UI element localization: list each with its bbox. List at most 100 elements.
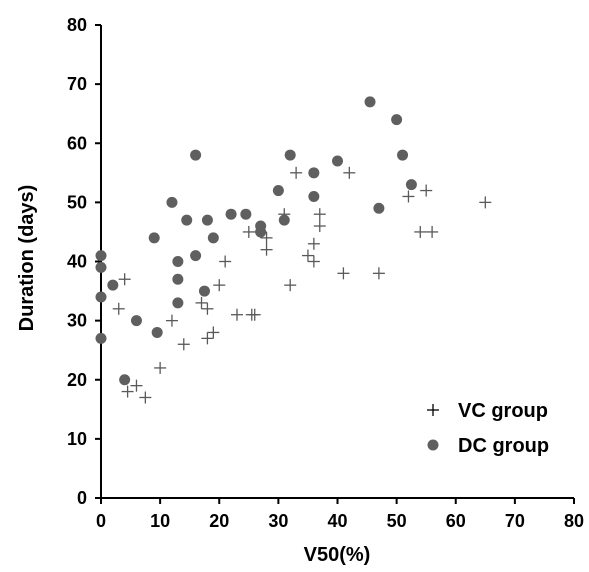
vc-point [219, 255, 232, 268]
y-tick-label: 70 [67, 74, 87, 94]
vc-point [130, 379, 143, 392]
dc-point [225, 208, 237, 220]
y-tick-label: 50 [67, 192, 87, 212]
y-tick-label: 60 [67, 133, 87, 153]
dc-point [181, 214, 193, 226]
dc-point [240, 208, 252, 220]
dc-point [190, 250, 202, 262]
x-axis-label: V50(%) [304, 544, 371, 566]
dc-point [255, 226, 267, 238]
vc-point [154, 361, 167, 374]
vc-point [426, 225, 439, 238]
dc-point [201, 214, 213, 226]
vc-point [201, 332, 214, 345]
vc-point [230, 308, 243, 321]
x-tick-label: 20 [209, 511, 229, 531]
legend-label-vc: VC group [458, 400, 548, 422]
y-tick-label: 0 [77, 488, 87, 508]
y-tick-label: 10 [67, 429, 87, 449]
vc-point [307, 255, 320, 268]
vc-point [213, 279, 226, 292]
vc-point [195, 296, 208, 309]
vc-point [307, 237, 320, 250]
y-tick-label: 20 [67, 370, 87, 390]
dc-point [95, 261, 107, 273]
dc-point [172, 256, 184, 267]
vc-point [313, 220, 326, 233]
legend: VC group DC group [427, 400, 549, 457]
dc-point [95, 250, 107, 262]
y-tick-label: 80 [67, 15, 87, 35]
dc-point [130, 315, 142, 327]
legend-circle-marker [427, 439, 439, 451]
x-tick-label: 30 [268, 511, 288, 531]
legend-label-dc: DC group [458, 435, 549, 457]
vc-point [284, 279, 297, 292]
dc-point [405, 179, 417, 191]
dc-point [119, 374, 131, 386]
y-tick-label: 40 [67, 252, 87, 272]
dc-point [172, 297, 184, 309]
y-axis-label: Duration (days) [16, 185, 38, 332]
vc-point [343, 166, 356, 179]
dc-point [373, 202, 385, 214]
x-tick-label: 0 [96, 511, 106, 531]
dc-point [207, 232, 219, 244]
vc-point [165, 314, 178, 327]
dc-point [278, 214, 290, 226]
x-tick-label: 60 [446, 511, 466, 531]
dc-point [308, 167, 320, 179]
vc-point [313, 208, 326, 221]
dc-series [95, 96, 417, 386]
vc-point [301, 249, 314, 262]
dc-point [95, 332, 107, 344]
dc-point [364, 96, 376, 108]
vc-point [118, 273, 131, 286]
vc-point [207, 326, 220, 339]
vc-point [112, 302, 125, 315]
legend-marker-dc [427, 439, 439, 451]
x-tick-label: 40 [327, 511, 347, 531]
y-tick-label: 30 [67, 311, 87, 331]
legend-marker-vc [427, 404, 439, 416]
dc-point [166, 196, 178, 208]
x-tick-label: 10 [150, 511, 170, 531]
vc-point [260, 231, 273, 244]
vc-point [414, 225, 427, 238]
vc-point [201, 302, 214, 315]
dc-point [95, 291, 107, 303]
vc-point [248, 308, 261, 321]
dc-point [151, 326, 163, 338]
data-points [95, 96, 492, 404]
dc-point [272, 185, 284, 197]
dc-point [397, 149, 409, 161]
vc-point [479, 196, 492, 209]
dc-point [198, 285, 210, 297]
x-tick-label: 50 [387, 511, 407, 531]
vc-point [177, 338, 190, 351]
vc-point [337, 267, 350, 280]
x-tick-label: 80 [564, 511, 584, 531]
dc-point [148, 232, 160, 244]
dc-point [172, 273, 184, 285]
dc-point [308, 190, 320, 202]
x-tick-label: 70 [505, 511, 525, 531]
dc-point [190, 149, 202, 161]
vc-point [290, 166, 303, 179]
vc-point [121, 385, 134, 398]
vc-point [402, 190, 415, 203]
dc-point [391, 114, 403, 126]
legend-plus-marker [427, 404, 439, 416]
dc-point [332, 155, 343, 167]
ticks: 0 10 20 30 40 50 60 70 80 0 10 20 30 40 50 60 70 80 [67, 15, 584, 531]
vc-point [139, 391, 152, 404]
dc-point [107, 279, 119, 291]
vc-point [420, 184, 433, 197]
vc-point [260, 243, 273, 256]
vc-point [242, 225, 255, 238]
axes [100, 25, 574, 499]
dc-point [284, 149, 296, 161]
vc-point [372, 267, 385, 280]
